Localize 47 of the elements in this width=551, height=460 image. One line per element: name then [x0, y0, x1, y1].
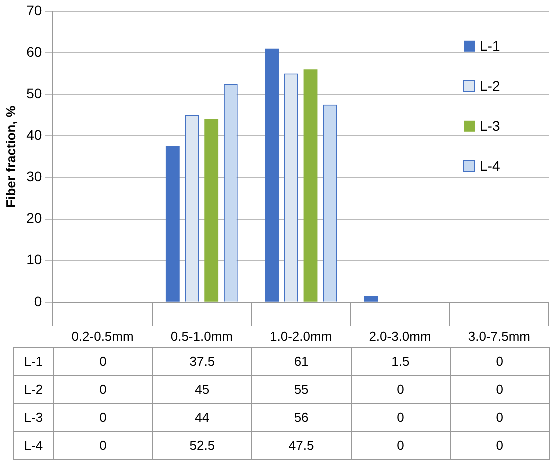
x-tick-label: 2.0-3.0mm	[369, 328, 432, 344]
x-tick-label: 0.5-1.0mm	[170, 328, 233, 344]
text: L-3	[24, 410, 44, 425]
data-label: 0	[54, 404, 153, 432]
legend-label: L-2	[480, 78, 500, 94]
y-tick-label: 60	[26, 44, 42, 60]
y-tick-label: 10	[26, 252, 42, 268]
data-label: 0	[54, 348, 153, 376]
data-label: 0	[351, 404, 450, 432]
data-label: 0	[54, 376, 153, 404]
data-label: 52.5	[152, 432, 252, 460]
bar	[304, 70, 318, 302]
bar	[265, 48, 280, 302]
legend-label: L-3	[480, 118, 500, 134]
data-label: 0	[450, 348, 550, 376]
y-tick-label: 30	[26, 168, 42, 185]
data-label: 45	[152, 376, 252, 404]
bar	[204, 119, 219, 302]
y-tick-label: 50	[26, 85, 42, 102]
x-tick-label: 1.0-2.0mm	[270, 328, 332, 344]
data-label: 0	[450, 404, 550, 432]
text: L-4	[24, 438, 44, 453]
data-label: 56	[252, 404, 352, 432]
y-tick-label: 0	[34, 293, 42, 310]
x-tick-label: 3.0-7.5mm	[468, 328, 530, 344]
text: L-2	[24, 382, 44, 397]
data-label: 37.5	[152, 348, 252, 376]
bar	[364, 296, 378, 302]
y-tick-label: 40	[26, 126, 42, 143]
y-tick-label: 20	[26, 210, 42, 226]
data-label: 55	[252, 376, 352, 404]
data-label: 1.5	[351, 348, 450, 376]
data-label: 0	[351, 432, 450, 460]
data-label: 0	[450, 376, 550, 404]
data-label: 61	[252, 348, 352, 376]
x-tick-label: 0.2-0.5mm	[72, 328, 134, 344]
data-label: 0	[450, 432, 550, 460]
bar	[166, 146, 180, 302]
text: L-1	[24, 354, 44, 369]
data-label: 47.5	[252, 432, 352, 460]
data-label: 0	[54, 432, 153, 460]
data-label: 0	[351, 376, 450, 404]
legend-label: L-1	[480, 38, 500, 54]
data-label: 44	[152, 404, 252, 432]
legend-label: L-4	[480, 158, 500, 174]
y-tick-label: 70	[26, 2, 42, 18]
y-axis-title: Fiber fraction, %	[3, 106, 18, 208]
